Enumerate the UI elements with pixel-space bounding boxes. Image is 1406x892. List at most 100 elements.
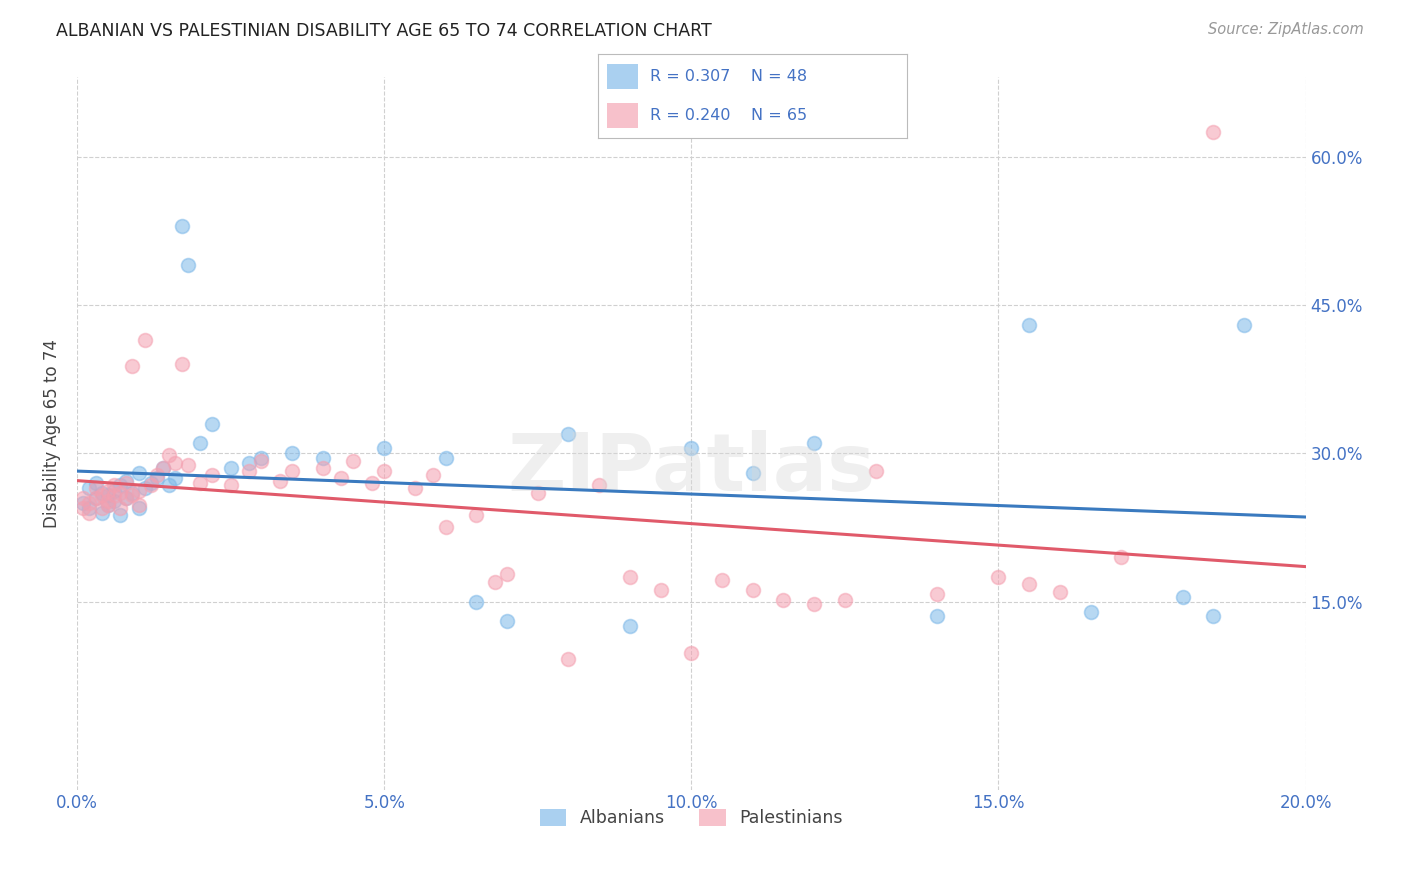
Point — [238, 456, 260, 470]
Point — [170, 219, 193, 233]
Point — [128, 483, 150, 498]
Bar — [607, 63, 638, 89]
Point — [152, 461, 174, 475]
Point — [312, 461, 335, 475]
Point — [1233, 318, 1256, 332]
Text: ALBANIAN VS PALESTINIAN DISABILITY AGE 65 TO 74 CORRELATION CHART: ALBANIAN VS PALESTINIAN DISABILITY AGE 6… — [56, 22, 711, 40]
Point — [108, 508, 131, 522]
Point — [238, 464, 260, 478]
Point — [1049, 584, 1071, 599]
Point — [188, 475, 211, 490]
Point — [134, 333, 156, 347]
Point — [557, 426, 579, 441]
Point — [72, 491, 94, 505]
Point — [170, 357, 193, 371]
Point — [422, 468, 444, 483]
Point — [1202, 609, 1225, 624]
Point — [342, 454, 364, 468]
Text: R = 0.307    N = 48: R = 0.307 N = 48 — [650, 69, 807, 84]
Point — [925, 587, 948, 601]
Point — [90, 506, 112, 520]
Point — [250, 451, 273, 466]
Point — [1171, 590, 1194, 604]
Point — [121, 488, 143, 502]
Point — [165, 471, 187, 485]
Point — [219, 478, 242, 492]
Point — [90, 488, 112, 502]
Point — [465, 508, 488, 522]
Point — [90, 500, 112, 515]
Point — [772, 592, 794, 607]
Point — [108, 486, 131, 500]
Point — [115, 491, 138, 505]
Point — [121, 486, 143, 500]
Point — [157, 478, 180, 492]
Point — [108, 478, 131, 492]
Point — [1202, 125, 1225, 139]
Point — [146, 468, 169, 483]
Point — [865, 464, 887, 478]
Point — [834, 592, 856, 607]
Point — [134, 481, 156, 495]
Point — [465, 594, 488, 608]
Point — [115, 491, 138, 505]
Point — [97, 493, 120, 508]
Point — [139, 478, 162, 492]
Point — [90, 486, 112, 500]
Point — [619, 570, 641, 584]
Point — [681, 646, 703, 660]
Point — [128, 466, 150, 480]
Point — [152, 461, 174, 475]
Point — [84, 491, 107, 505]
Text: Source: ZipAtlas.com: Source: ZipAtlas.com — [1208, 22, 1364, 37]
Point — [103, 478, 125, 492]
Y-axis label: Disability Age 65 to 74: Disability Age 65 to 74 — [44, 339, 60, 528]
Point — [97, 488, 120, 502]
Point — [219, 461, 242, 475]
Point — [84, 475, 107, 490]
Point — [84, 491, 107, 505]
Point — [373, 464, 395, 478]
Point — [128, 498, 150, 512]
Point — [281, 464, 304, 478]
Point — [404, 481, 426, 495]
Point — [103, 493, 125, 508]
Point — [157, 448, 180, 462]
Bar — [607, 103, 638, 128]
Point — [201, 468, 224, 483]
Point — [619, 619, 641, 633]
Point — [434, 520, 457, 534]
Point — [681, 442, 703, 456]
Point — [1018, 577, 1040, 591]
Point — [496, 615, 519, 629]
Point — [557, 652, 579, 666]
Point — [330, 471, 353, 485]
Point — [312, 451, 335, 466]
Point — [72, 496, 94, 510]
Point — [588, 478, 610, 492]
Point — [1080, 605, 1102, 619]
Point — [201, 417, 224, 431]
Point — [526, 486, 548, 500]
Text: ZIPatlas: ZIPatlas — [508, 430, 876, 508]
Text: R = 0.240    N = 65: R = 0.240 N = 65 — [650, 108, 807, 123]
Point — [711, 573, 734, 587]
Point — [128, 500, 150, 515]
Point — [496, 566, 519, 581]
Point — [103, 488, 125, 502]
Point — [139, 475, 162, 490]
Point — [281, 446, 304, 460]
Point — [115, 475, 138, 490]
Point — [803, 436, 825, 450]
Point — [803, 597, 825, 611]
Point — [176, 458, 198, 472]
Point — [1109, 550, 1132, 565]
Point — [97, 498, 120, 512]
Point — [176, 258, 198, 272]
Point — [650, 582, 672, 597]
Point — [165, 456, 187, 470]
Point — [121, 359, 143, 374]
Legend: Albanians, Palestinians: Albanians, Palestinians — [533, 802, 849, 834]
Point — [108, 500, 131, 515]
Point — [1018, 318, 1040, 332]
